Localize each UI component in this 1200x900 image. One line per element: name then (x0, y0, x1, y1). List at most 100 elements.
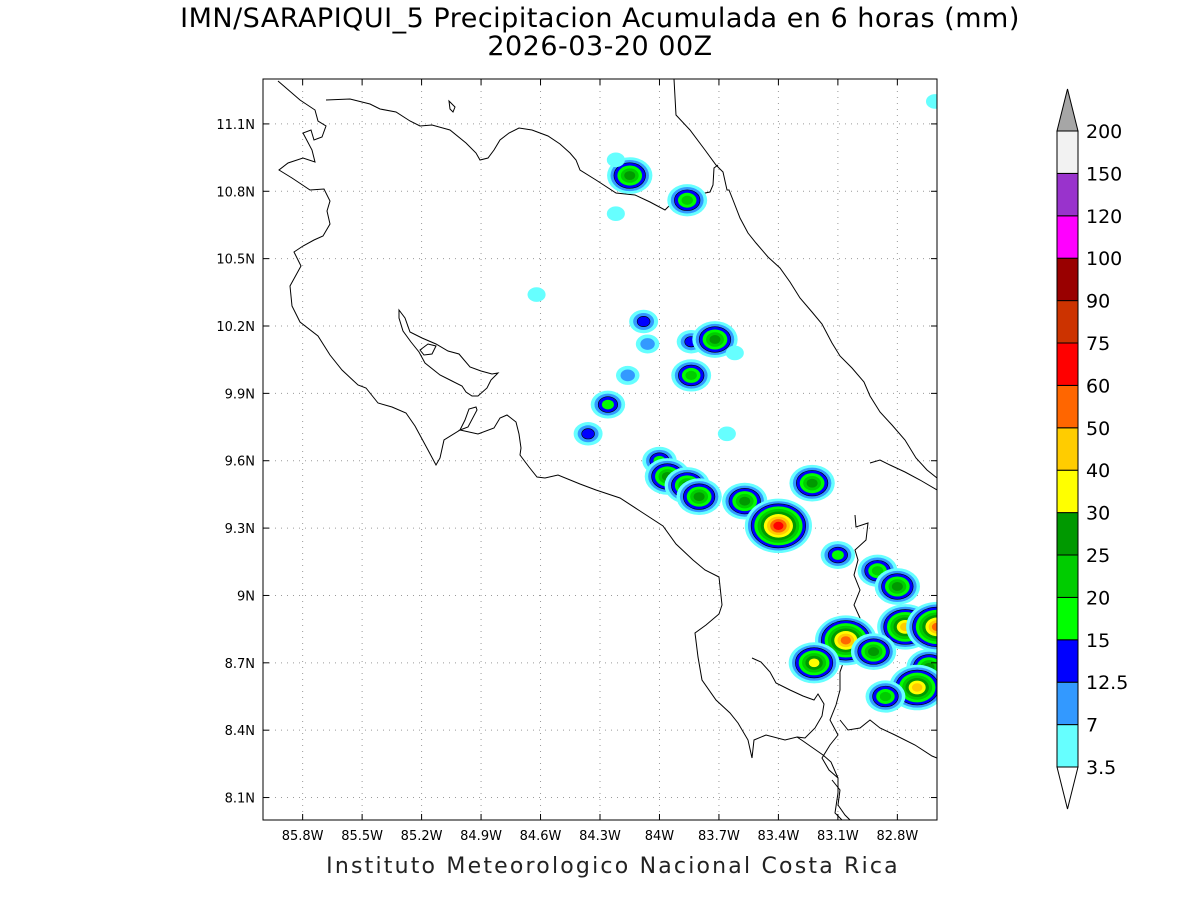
colorbar-swatch (1056, 639, 1079, 683)
colorbar-level-label: 120 (1086, 206, 1122, 228)
precip-cell (925, 94, 937, 109)
precip-cell (906, 601, 937, 652)
lon-tick-label: 83.1W (817, 829, 859, 844)
precip-contour (709, 335, 721, 344)
lat-tick-label: 9N (237, 589, 255, 604)
precip-cell (590, 390, 626, 419)
precip-contour (840, 636, 851, 645)
colorbar-level-label: 3.5 (1086, 757, 1116, 779)
lat-tick-label: 8.7N (225, 657, 255, 672)
colorbar-swatch (1056, 596, 1079, 641)
precip-cell (606, 152, 625, 168)
precip-contour (685, 370, 697, 381)
lat-tick-label: 8.4N (225, 724, 255, 739)
precip-cell (717, 426, 736, 442)
precip-cell (692, 321, 738, 358)
osa-peninsula-north (751, 657, 825, 739)
lon-tick-label: 84.6W (520, 829, 562, 844)
colorbar-swatch (1056, 130, 1079, 174)
map-subtitle-datetime: 2026-03-20 00Z (487, 31, 713, 62)
precip-contour (606, 152, 625, 168)
precip-cell (820, 541, 856, 569)
colorbar-level-label: 12.5 (1086, 672, 1128, 694)
precip-cell (629, 309, 659, 334)
precip-contour (581, 428, 595, 440)
golfo-dulce-shore (839, 719, 937, 759)
lat-tick-label: 10.8N (216, 185, 255, 200)
coastline-and-borders (277, 79, 937, 820)
colorbar-swatch (1056, 215, 1079, 259)
panama-south-tip (831, 779, 851, 820)
precip-contour (527, 287, 546, 302)
precip-cell (857, 554, 898, 587)
nicoya-gulf-islands (398, 308, 500, 397)
colorbar-level-label: 30 (1086, 503, 1110, 525)
island-small-1 (419, 343, 437, 356)
precip-cell (789, 464, 835, 502)
colorbar-level-label: 200 (1086, 121, 1122, 143)
precipitation-field (527, 94, 937, 713)
lat-tick-label: 8.1N (225, 792, 255, 807)
colorbar-swatch (1056, 724, 1079, 768)
colorbar-swatch (1056, 300, 1079, 344)
colorbar-swatch (1056, 172, 1079, 217)
precip-contour (606, 206, 625, 222)
precip-contour (717, 426, 736, 442)
precip-contour (624, 171, 636, 181)
colorbar-level-label: 20 (1086, 587, 1110, 609)
precip-contour (808, 658, 820, 668)
lon-tick-label: 85.8W (282, 829, 324, 844)
precip-contour (773, 521, 784, 530)
lon-tick-label: 84W (645, 829, 675, 844)
precip-contour (620, 369, 635, 382)
map-frame (262, 78, 938, 821)
precip-contour (640, 338, 655, 350)
nicaragua-border-coast (277, 80, 843, 820)
lat-tick-label: 9.6N (225, 455, 255, 470)
colorbar-swatch (1056, 512, 1079, 556)
precip-cell (573, 422, 603, 446)
precip-contour (806, 478, 818, 488)
map-title: IMN/SARAPIQUI_5 Precipitacion Acumulada … (180, 3, 1020, 34)
precip-contour (693, 492, 705, 502)
precip-cell (671, 359, 712, 392)
precip-cell (850, 633, 897, 670)
footer-institution: Instituto Meteorologico Nacional Costa R… (326, 854, 900, 879)
lat-tick-label: 9.9N (225, 387, 255, 402)
precip-contour (925, 94, 937, 109)
precip-cell (527, 287, 546, 302)
colorbar-level-label: 100 (1086, 248, 1122, 270)
precip-contour (601, 399, 614, 410)
colorbar-level-label: 150 (1086, 163, 1122, 185)
lat-tick-label: 9.3N (225, 522, 255, 537)
colorbar-level-label: 50 (1086, 418, 1110, 440)
colorbar-swatch (1056, 427, 1079, 471)
lon-tick-label: 85.2W (401, 829, 443, 844)
colorbar-level-label: 90 (1086, 291, 1110, 313)
lat-tick-label: 10.2N (216, 320, 255, 335)
precip-cell (725, 345, 744, 361)
colorbar-swatch (1056, 384, 1079, 429)
colorbar-over-arrow (1056, 88, 1079, 132)
precip-contour (931, 622, 937, 632)
colorbar-swatch (1056, 554, 1079, 598)
precip-contour (868, 647, 880, 657)
colorbar-level-label: 60 (1086, 375, 1110, 397)
precip-contour (891, 582, 903, 591)
map-gridlines (263, 79, 937, 820)
colorbar-level-label: 40 (1086, 460, 1110, 482)
lat-tick-label: 11.1N (216, 118, 255, 133)
colorbar-swatch (1056, 257, 1079, 302)
lat-tick-label: 10.5N (216, 253, 255, 268)
precip-contour (681, 195, 693, 205)
colorbar-level-label: 15 (1086, 630, 1110, 652)
lon-tick-label: 83.7W (698, 829, 740, 844)
precip-cell (865, 680, 906, 713)
bocas-del-toro-coast (869, 459, 937, 491)
lon-tick-label: 85.5W (341, 829, 383, 844)
lon-tick-label: 84.9W (460, 829, 502, 844)
precip-cell (744, 498, 813, 554)
precip-contour (739, 496, 751, 506)
precip-cell (874, 568, 921, 605)
